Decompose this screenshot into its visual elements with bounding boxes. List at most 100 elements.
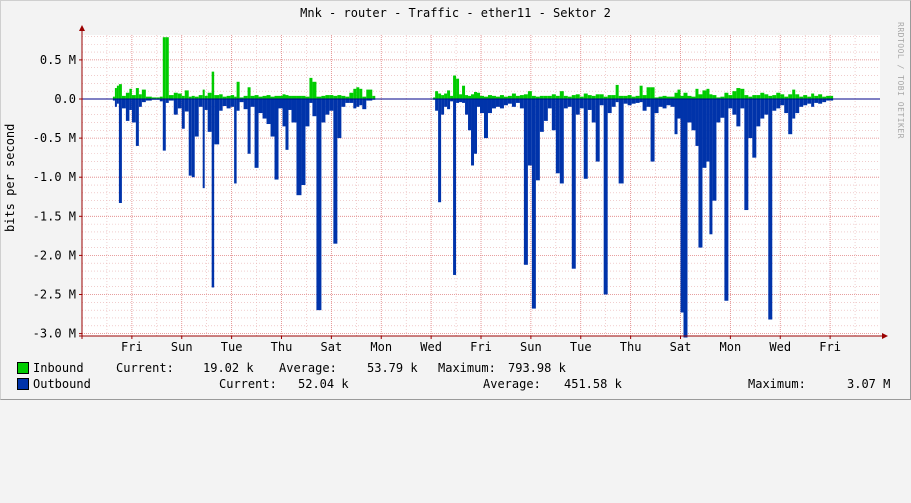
outbound-bar (503, 99, 508, 106)
outbound-bar (720, 99, 725, 118)
outbound-bar (116, 99, 119, 104)
outbound-bar (583, 99, 588, 179)
inbound-bar (471, 94, 475, 99)
x-tick-label: Sat (670, 340, 692, 354)
outbound-bar (247, 99, 251, 154)
outbound-bar (198, 99, 203, 107)
outbound-bar (784, 99, 789, 114)
inbound-bar (487, 95, 492, 99)
outbound-bar (285, 99, 289, 150)
x-tick-label: Fri (121, 340, 143, 354)
inbound-bar (772, 95, 777, 99)
outbound-bar (441, 99, 445, 115)
y-tick-label: 0.0 (54, 92, 76, 106)
outbound-bar (349, 99, 354, 103)
inbound-bar (780, 94, 785, 99)
outbound-bar (709, 99, 713, 235)
inbound-bar (539, 95, 544, 99)
inbound-bar (807, 96, 812, 99)
inbound-bar (635, 95, 640, 99)
outbound-bar (603, 99, 608, 295)
inbound-bar (116, 85, 119, 99)
inbound-bar (732, 91, 737, 99)
outbound-bar (353, 99, 357, 109)
inbound-bar (444, 93, 448, 99)
outbound-bar (788, 99, 793, 135)
inbound-bar (830, 95, 834, 99)
outbound-bar (274, 99, 279, 180)
inbound-bar (784, 96, 789, 99)
outbound-bar (234, 99, 237, 184)
inbound-bar (728, 95, 733, 99)
outbound-bar (262, 99, 267, 119)
inbound-bar (507, 95, 512, 99)
inbound-bar (230, 95, 235, 99)
inbound-bar (491, 95, 496, 99)
inbound-bar (483, 96, 488, 99)
outbound-bar (535, 99, 540, 181)
outbound-average-value: 451.58 k (564, 377, 622, 391)
inbound-bar (575, 94, 580, 99)
inbound-bar (639, 85, 643, 99)
outbound-bar (795, 99, 800, 114)
outbound-bar (465, 99, 469, 115)
inbound-bar (285, 95, 289, 99)
inbound-bar (822, 96, 827, 99)
inbound-bar (138, 94, 142, 99)
outbound-bar (471, 99, 475, 166)
outbound-bar (776, 99, 781, 109)
outbound-bar (811, 99, 815, 107)
x-tick-label: Mon (720, 340, 742, 354)
inbound-bar (674, 92, 678, 99)
outbound-bar (748, 99, 753, 139)
inbound-bar (531, 95, 536, 99)
outbound-bar (138, 99, 142, 107)
outbound-bar (125, 99, 130, 121)
inbound-bar (168, 95, 174, 99)
outbound-bar (438, 99, 442, 203)
inbound-bar (296, 95, 302, 99)
inbound-bar (666, 96, 671, 99)
inbound-bar (441, 95, 445, 99)
outbound-bar (495, 99, 500, 107)
outbound-bar (226, 99, 231, 109)
inbound-bar (563, 95, 568, 99)
inbound-bar (591, 95, 596, 99)
inbound-bar (571, 95, 576, 99)
y-tick-label: 0.5 M (40, 53, 76, 67)
inbound-bar (760, 92, 765, 99)
inbound-bar (114, 88, 117, 99)
inbound-bar (258, 96, 263, 99)
inbound-bar (826, 95, 831, 99)
outbound-bar (162, 99, 166, 151)
inbound-bar (288, 95, 292, 99)
outbound-bar (356, 99, 360, 107)
outbound-bar (321, 99, 326, 123)
outbound-swatch (17, 378, 29, 390)
inbound-bar (162, 37, 166, 99)
inbound-bar (587, 95, 592, 99)
outbound-bar (563, 99, 568, 109)
outbound-bar (527, 99, 532, 166)
outbound-bar (780, 99, 785, 106)
inbound-bar (511, 93, 516, 99)
inbound-bar (145, 96, 152, 99)
inbound-bar (670, 96, 675, 99)
outbound-bar (135, 99, 139, 146)
outbound-bar (818, 99, 823, 104)
inbound-bar (579, 96, 584, 99)
outbound-bar (752, 99, 757, 158)
outbound-bar (531, 99, 536, 309)
inbound-bar (543, 95, 548, 99)
x-tick-label: Tue (570, 340, 592, 354)
inbound-bar (282, 94, 286, 99)
inbound-bar (184, 90, 189, 99)
outbound-bar (288, 99, 292, 110)
inbound-bar (788, 94, 793, 99)
inbound-bar (803, 95, 808, 99)
inbound-maximum-value: 793.98 k (508, 361, 566, 375)
outbound-bar (258, 99, 263, 114)
inbound-bar (814, 95, 819, 99)
outbound-bar (305, 99, 310, 127)
inbound-bar (748, 96, 753, 99)
